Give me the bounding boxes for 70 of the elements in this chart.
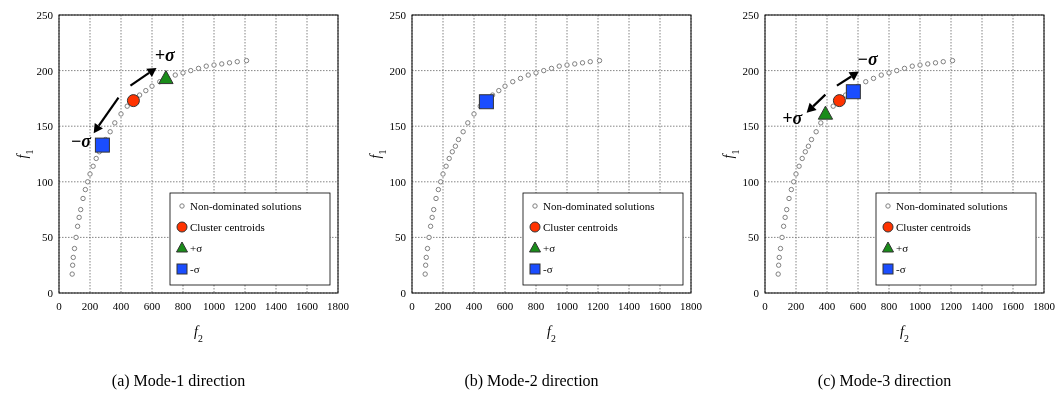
x-tick-label: 1400 <box>618 300 641 312</box>
x-tick-label: 1400 <box>265 300 288 312</box>
legend-label: Cluster centroids <box>896 221 971 233</box>
annotation: −σ <box>70 131 93 152</box>
y-tick-label: 100 <box>389 175 407 188</box>
x-tick-label: 0 <box>56 300 63 312</box>
y-tick-label: 50 <box>748 231 760 244</box>
x-tick-label: 800 <box>174 300 192 312</box>
x-tick-label: 1000 <box>203 300 226 312</box>
y-tick-label: 200 <box>742 64 760 77</box>
y-tick-label: 150 <box>389 120 407 133</box>
annotation: +σ <box>154 45 176 66</box>
text: (c) Mode-3 direction <box>817 372 952 390</box>
legend-label: Cluster centroids <box>190 221 265 233</box>
x-tick-label: 1800 <box>1033 300 1056 312</box>
x-tick-label: 600 <box>496 300 514 312</box>
x-tick-label: 1400 <box>971 300 994 312</box>
annotation: +σ <box>782 107 804 128</box>
y-tick-label: 250 <box>742 9 760 21</box>
x-tick-label: 0 <box>409 300 416 312</box>
x-tick-label: 800 <box>527 300 545 312</box>
legend-label: +σ <box>543 242 556 254</box>
x-axis-title: f$_{2}$ <box>547 324 556 344</box>
x-tick-label: 1600 <box>1002 300 1025 312</box>
y-tick-label: 50 <box>395 231 407 244</box>
x-tick-label: 200 <box>787 300 805 312</box>
y-tick-label: 0 <box>400 287 407 299</box>
x-tick-label: 1800 <box>327 300 350 312</box>
x-tick-label: 400 <box>818 300 836 312</box>
legend-label: Cluster centroids <box>543 221 618 233</box>
x-tick-label: 1200 <box>234 300 257 312</box>
x-tick-label: 1200 <box>587 300 610 312</box>
legend-label: Non-dominated solutions <box>543 200 655 212</box>
x-tick-label: 800 <box>880 300 898 312</box>
y-tick-label: 100 <box>36 175 54 188</box>
y-tick-label: 200 <box>389 64 407 77</box>
y-tick-label: 100 <box>742 175 760 188</box>
x-axis-title: f$_{2}$ <box>194 324 203 344</box>
x-tick-label: 200 <box>434 300 452 312</box>
y-tick-label: 250 <box>389 9 407 21</box>
legend-label: -σ <box>190 263 200 275</box>
x-tick-label: 200 <box>81 300 99 312</box>
y-tick-label: 150 <box>36 120 54 133</box>
legend-label: +σ <box>190 242 203 254</box>
y-tick-label: 0 <box>753 287 760 299</box>
x-tick-label: 400 <box>465 300 483 312</box>
y-tick-label: 0 <box>47 287 54 299</box>
x-tick-label: 0 <box>762 300 769 312</box>
x-axis-title: f$_{2}$ <box>900 324 909 344</box>
y-tick-label: 50 <box>42 231 54 244</box>
y-tick-label: 150 <box>742 120 760 133</box>
text: (a) Mode-1 direction <box>111 372 246 390</box>
annotation: −σ <box>857 49 880 70</box>
y-tick-label: 200 <box>36 64 54 77</box>
x-tick-label: 1600 <box>649 300 672 312</box>
legend-label: +σ <box>896 242 909 254</box>
legend-label: Non-dominated solutions <box>190 200 302 212</box>
y-tick-label: 250 <box>36 9 54 21</box>
legend-label: -σ <box>896 263 906 275</box>
text: (b) Mode-2 direction <box>464 372 599 390</box>
x-tick-label: 1000 <box>556 300 579 312</box>
legend-label: Non-dominated solutions <box>896 200 1008 212</box>
x-tick-label: 600 <box>849 300 867 312</box>
x-tick-label: 1800 <box>680 300 703 312</box>
x-tick-label: 400 <box>112 300 130 312</box>
x-tick-label: 1200 <box>940 300 963 312</box>
x-tick-label: 1600 <box>296 300 319 312</box>
x-tick-label: 1000 <box>909 300 932 312</box>
legend-label: -σ <box>543 263 553 275</box>
x-tick-label: 600 <box>143 300 161 312</box>
